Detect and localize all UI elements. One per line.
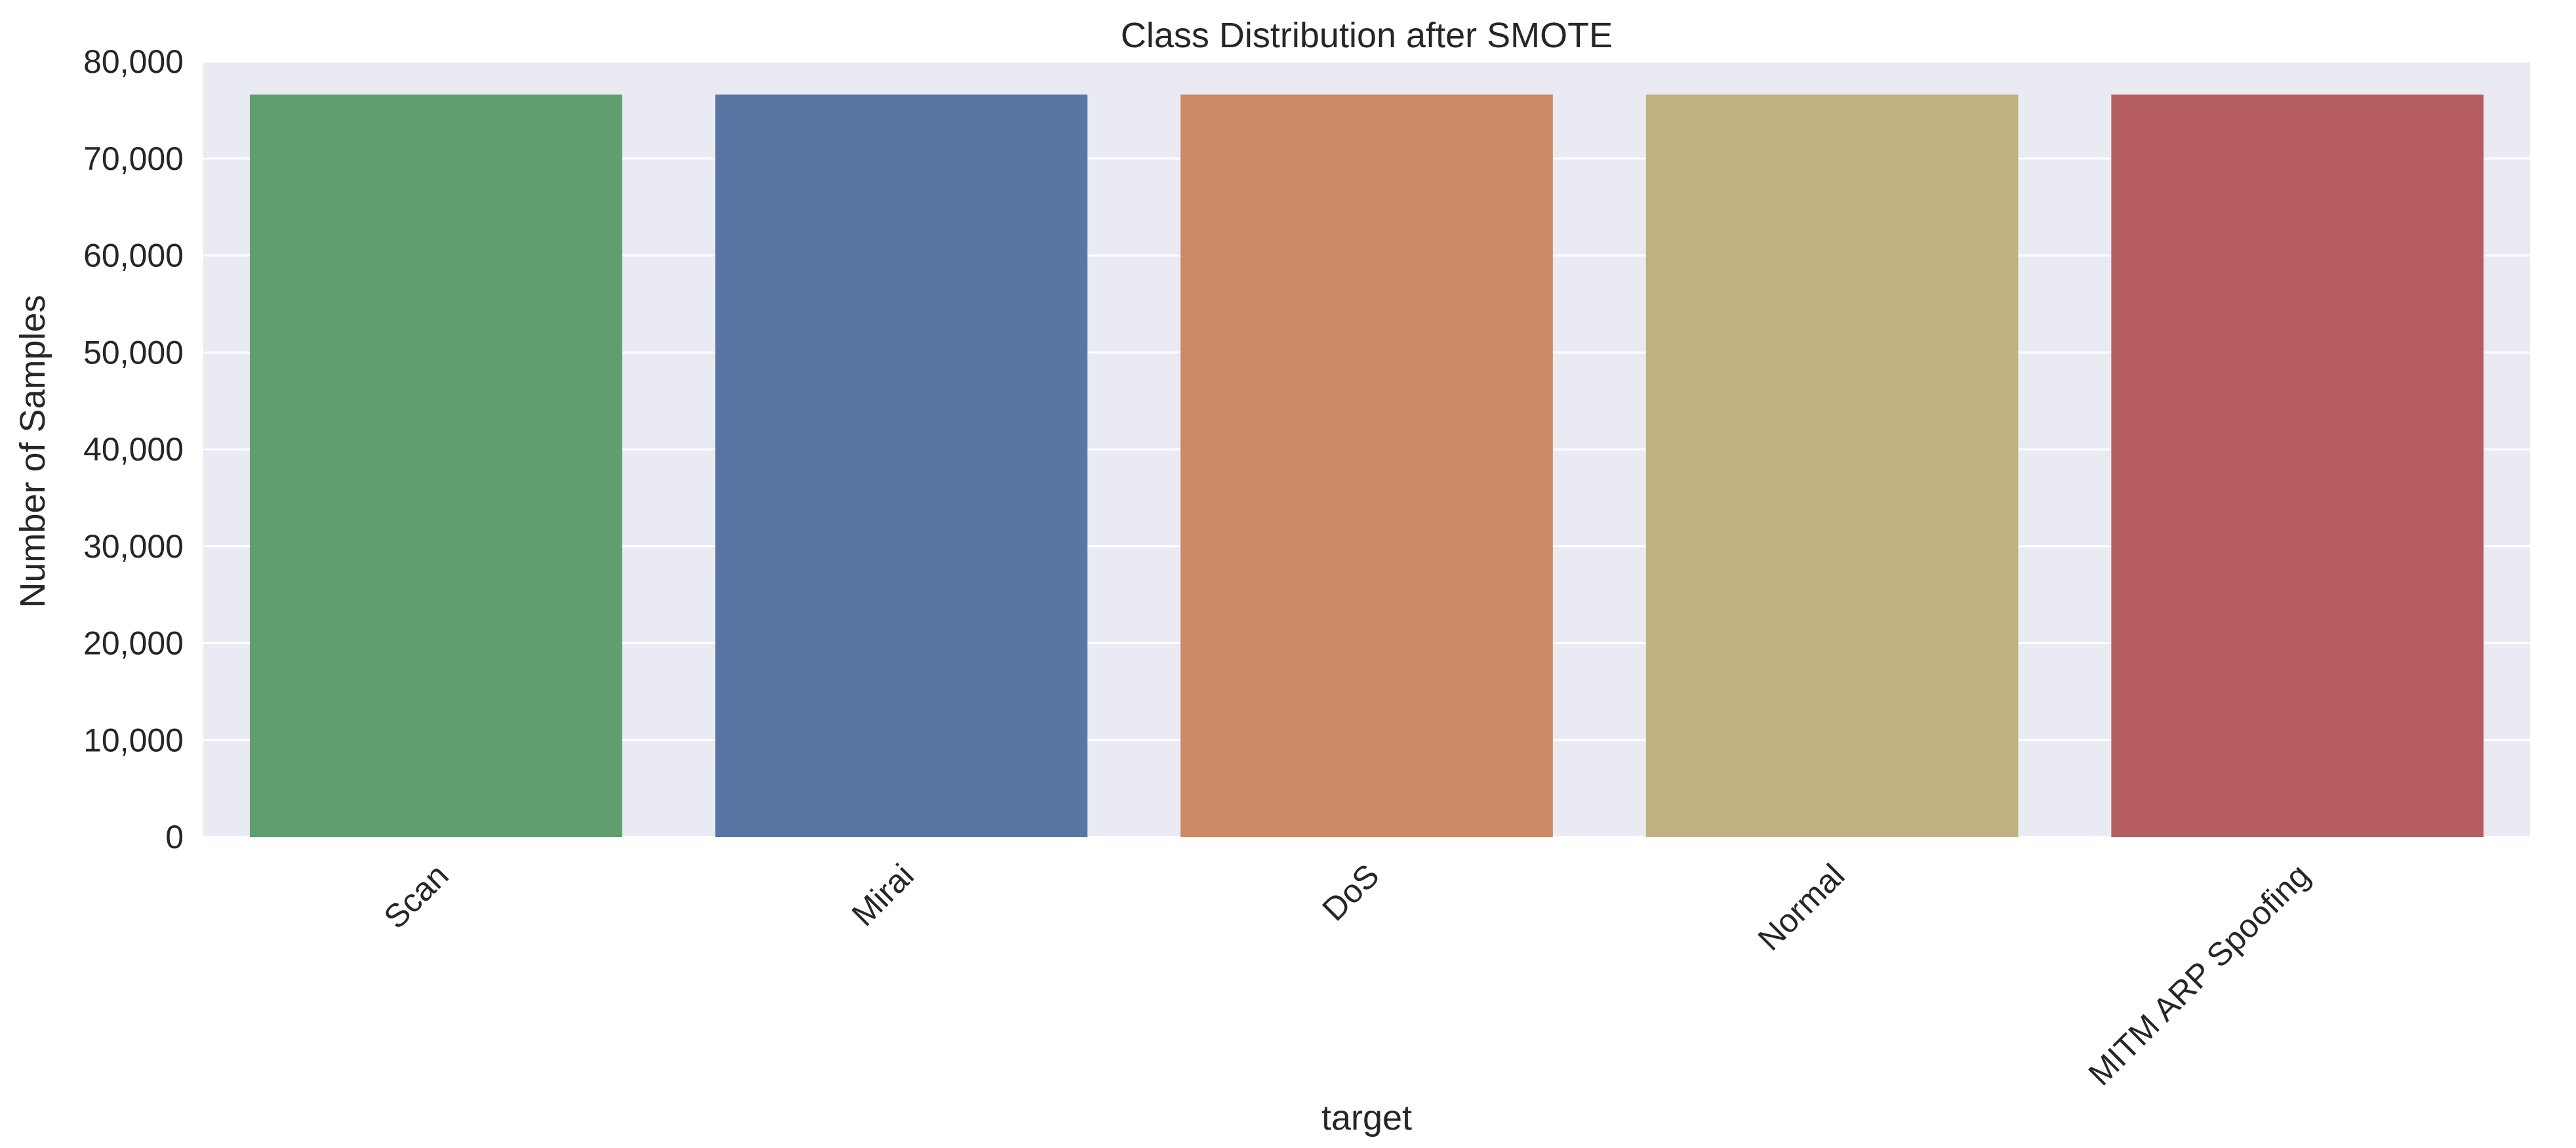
y-tick-label: 60,000 <box>83 237 184 274</box>
bar-normal <box>1645 94 2019 838</box>
x-tick-label: DoS <box>1315 857 1386 928</box>
y-tick-labels: 0 10,000 20,000 30,000 40,000 50,000 60,000 70,… <box>83 43 184 855</box>
x-tick-label: Normal <box>1751 857 1852 958</box>
x-tick-label: Mirai <box>845 857 921 933</box>
y-tick-label: 20,000 <box>83 625 184 662</box>
bars <box>249 94 2484 838</box>
bar-scan <box>249 94 622 838</box>
y-axis-label: Number of Samples <box>13 295 52 607</box>
y-tick-label: 50,000 <box>83 334 184 371</box>
x-tick-labels: Scan Mirai DoS Normal MITM ARP Spoofing <box>376 857 2317 1092</box>
x-axis-label: target <box>1321 1098 1412 1138</box>
y-tick-label: 10,000 <box>83 722 184 758</box>
x-tick-label: MITM ARP Spoofing <box>2082 857 2317 1092</box>
chart-title: Class Distribution after SMOTE <box>1121 16 1613 55</box>
y-tick-label: 70,000 <box>83 140 184 177</box>
x-tick-label: Scan <box>376 857 455 935</box>
bar-mirai <box>715 94 1088 838</box>
y-tick-label: 30,000 <box>83 528 184 565</box>
y-tick-label: 40,000 <box>83 431 184 468</box>
bar-mitm-arp-spoofing <box>2111 94 2484 838</box>
y-tick-label: 0 <box>165 819 184 855</box>
bar-dos <box>1180 94 1553 838</box>
y-tick-label: 80,000 <box>83 43 184 80</box>
